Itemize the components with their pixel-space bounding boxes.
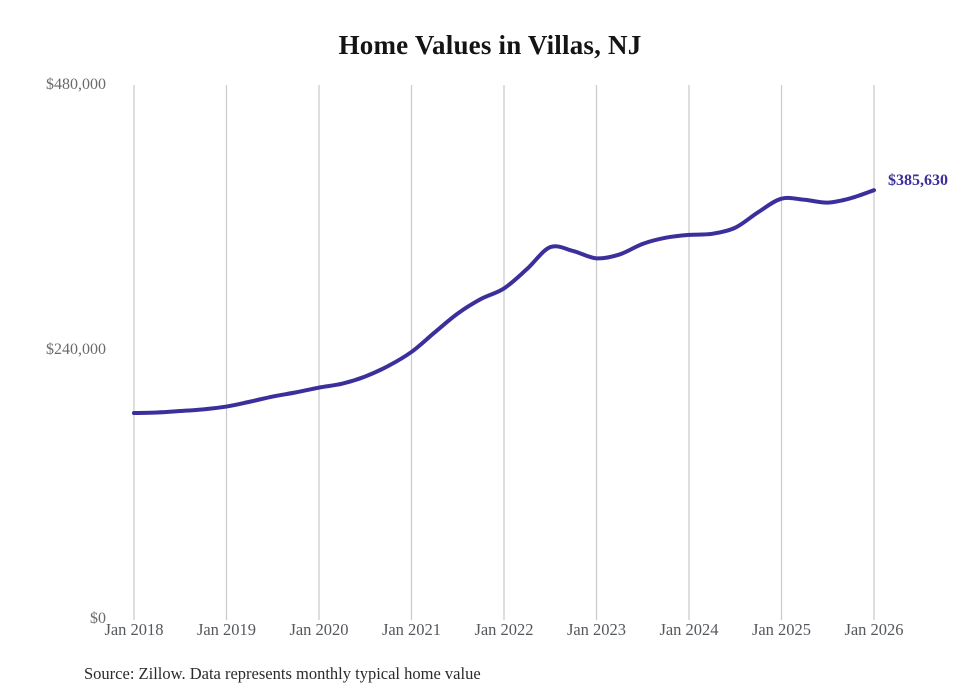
- chart-title: Home Values in Villas, NJ: [338, 30, 642, 60]
- x-tick-label-jan-2020: Jan 2020: [289, 620, 349, 639]
- x-tick-label-jan-2026: Jan 2026: [844, 620, 904, 639]
- x-tick-label-jan-2023: Jan 2023: [566, 620, 627, 639]
- gridlines: [133, 85, 875, 620]
- x-tick-label-jan-2019: Jan 2019: [196, 620, 257, 639]
- end-value-label: $385,630: [888, 172, 948, 190]
- source-footnote: Source: Zillow. Data represents monthly …: [84, 664, 481, 683]
- x-tick-label-jan-2021: Jan 2021: [381, 620, 442, 639]
- y-axis-labels: $480,000 $240,000 $0: [0, 0, 106, 699]
- y-tick-label-mid: $240,000: [46, 341, 106, 358]
- y-tick-label-bottom: $0: [90, 610, 106, 627]
- x-tick-label-jan-2018: Jan 2018: [104, 620, 164, 639]
- x-tick-label-jan-2025: Jan 2025: [751, 620, 812, 639]
- x-tick-label-jan-2022: Jan 2022: [474, 620, 534, 639]
- x-tick-label-jan-2024: Jan 2024: [659, 620, 719, 639]
- y-tick-label-top: $480,000: [46, 76, 106, 93]
- value-line-series: [132, 188, 876, 416]
